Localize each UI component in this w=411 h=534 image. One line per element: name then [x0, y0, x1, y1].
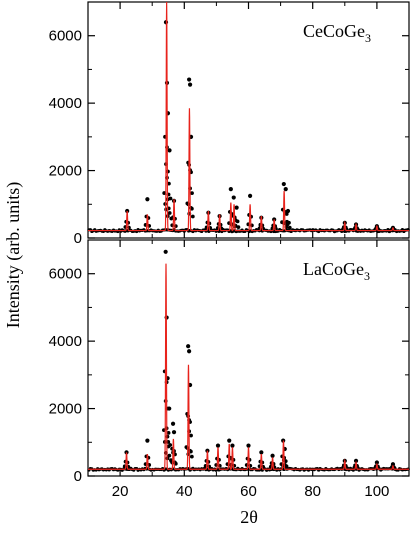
- observed-point: [187, 77, 192, 82]
- observed-point: [215, 443, 221, 448]
- observed-point: [167, 211, 172, 215]
- observed-point: [287, 220, 291, 225]
- observed-point: [190, 191, 194, 195]
- observed-point: [167, 406, 172, 411]
- observed-point: [227, 438, 232, 443]
- observed-point: [287, 225, 292, 230]
- observed-point: [167, 148, 172, 153]
- y-tick-label: 2000: [49, 163, 82, 180]
- calculated-curve: [88, 263, 409, 470]
- compound-label-subscript: 3: [365, 31, 371, 45]
- observed-point: [168, 196, 173, 201]
- observed-series: [87, 249, 410, 472]
- observed-point: [165, 434, 170, 439]
- observed-point: [145, 438, 150, 443]
- compound-label-main: LaCoGe: [303, 259, 364, 279]
- compound-label: CeCoGe3: [303, 21, 371, 45]
- observed-point: [188, 449, 193, 454]
- observed-point: [270, 453, 275, 458]
- observed-point: [171, 430, 177, 435]
- y-tick-label: 0: [74, 468, 82, 485]
- observed-point: [190, 214, 195, 219]
- observed-point: [259, 450, 264, 455]
- observed-point: [173, 461, 178, 466]
- y-tick-label: 4000: [49, 95, 82, 112]
- x-axis-title: 2θ: [240, 507, 258, 527]
- y-tick-label: 6000: [49, 266, 82, 283]
- observed-point: [235, 219, 240, 224]
- observed-point: [186, 344, 191, 349]
- observed-point: [285, 208, 291, 214]
- observed-point: [163, 249, 168, 254]
- observed-point: [189, 206, 194, 211]
- observed-point: [187, 349, 192, 354]
- observed-point: [145, 197, 150, 202]
- x-tick-label: 20: [112, 483, 129, 500]
- observed-point: [168, 443, 173, 447]
- panel-top: 0 2000 4000 6000 CeCoGe3: [49, 1, 410, 247]
- panel-bottom: 0 2000 4000 6000 LaCoGe3: [49, 239, 410, 485]
- observed-series: [87, 20, 410, 234]
- observed-point: [236, 225, 241, 230]
- calculated-curve: [88, 1, 409, 232]
- x-tick-label: 40: [176, 483, 193, 500]
- x-tick-label: 80: [304, 483, 321, 500]
- observed-point: [167, 453, 172, 458]
- observed-point: [230, 443, 235, 448]
- observed-point: [187, 82, 193, 87]
- y-tick-label: 4000: [49, 333, 82, 350]
- observed-point: [248, 193, 253, 198]
- observed-point: [189, 433, 193, 438]
- observed-point: [234, 205, 239, 210]
- compound-label-subscript: 3: [364, 269, 370, 283]
- y-axis-title: Intensity (arb. units): [3, 182, 24, 328]
- observed-point: [231, 195, 236, 200]
- observed-point: [228, 187, 233, 192]
- observed-point: [281, 181, 286, 187]
- y-tick-label: 0: [74, 230, 82, 247]
- observed-point: [374, 460, 379, 465]
- observed-point: [170, 421, 176, 426]
- x-axis: 20 40 60 80 100: [112, 483, 390, 500]
- observed-point: [162, 191, 167, 195]
- compound-label-main: CeCoGe: [303, 21, 365, 41]
- y-tick-label: 2000: [49, 401, 82, 418]
- observed-point: [189, 454, 194, 459]
- x-tick-label: 60: [240, 483, 257, 500]
- observed-point: [246, 443, 251, 448]
- observed-point: [284, 464, 289, 469]
- x-tick-label: 100: [364, 483, 389, 500]
- y-tick-label: 6000: [49, 28, 82, 45]
- observed-point: [283, 187, 288, 192]
- observed-point: [166, 430, 171, 435]
- compound-label: LaCoGe3: [303, 259, 370, 283]
